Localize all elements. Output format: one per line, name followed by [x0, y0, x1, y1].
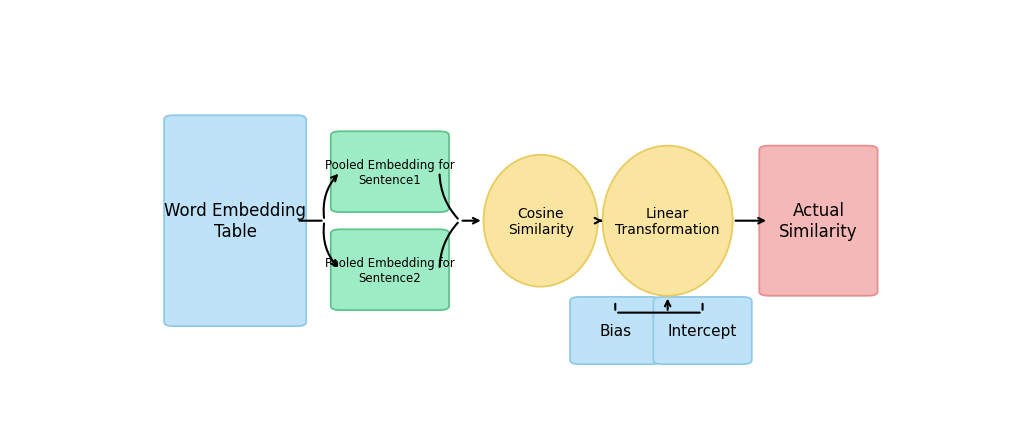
Text: Pooled Embedding for
Sentence2: Pooled Embedding for Sentence2	[325, 256, 455, 284]
FancyBboxPatch shape	[164, 116, 306, 326]
Ellipse shape	[483, 155, 598, 287]
Text: Word Embedding
Table: Word Embedding Table	[164, 202, 306, 240]
FancyBboxPatch shape	[331, 230, 449, 311]
Text: Intercept: Intercept	[668, 323, 737, 338]
FancyBboxPatch shape	[760, 146, 878, 296]
FancyBboxPatch shape	[331, 132, 449, 212]
Text: Cosine
Similarity: Cosine Similarity	[508, 206, 573, 236]
Text: Actual
Similarity: Actual Similarity	[779, 202, 858, 240]
Ellipse shape	[602, 146, 733, 296]
Text: Pooled Embedding for
Sentence1: Pooled Embedding for Sentence1	[325, 158, 455, 186]
FancyBboxPatch shape	[570, 297, 660, 364]
Text: Linear
Transformation: Linear Transformation	[615, 206, 720, 236]
Text: Bias: Bias	[599, 323, 632, 338]
FancyBboxPatch shape	[653, 297, 752, 364]
